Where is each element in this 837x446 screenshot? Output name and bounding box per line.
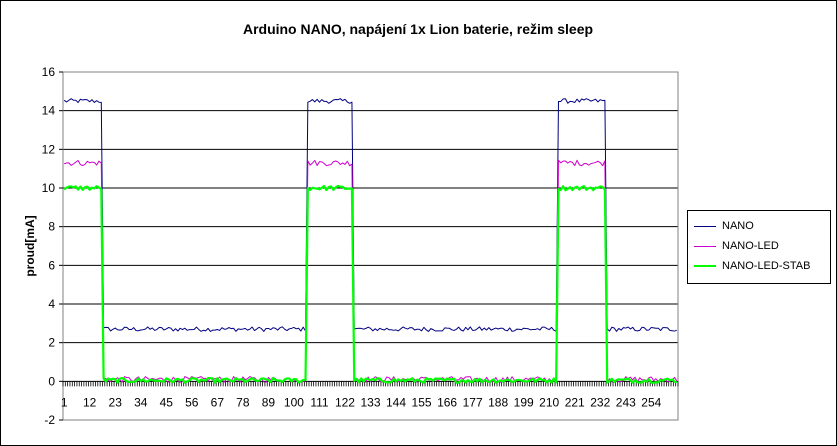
legend-label-nano-led-stab: NANO-LED-STAB (722, 260, 811, 272)
y-tick-label: 4 (48, 297, 55, 311)
x-tick-label: 12 (83, 395, 97, 409)
plot-area (62, 71, 679, 421)
legend-label-nano: NANO (722, 220, 754, 232)
y-tick-label: 8 (48, 220, 55, 234)
series-lines (63, 98, 678, 384)
legend-swatch-nano (694, 225, 716, 227)
y-axis-ticks: -2 0 2 4 6 8 10 12 14 16 (42, 65, 63, 427)
y-axis-label: proud[mA] (23, 215, 37, 276)
y-tick-label: 10 (42, 181, 56, 195)
y-tick-label: -2 (44, 413, 55, 427)
legend-item-nano-led: NANO-LED (694, 237, 779, 255)
y-tick-label: 12 (42, 142, 56, 156)
x-tick-label: 34 (134, 395, 148, 409)
legend-item-nano-led-stab: NANO-LED-STAB (694, 257, 810, 275)
x-tick-label: 100 (284, 395, 304, 409)
y-tick-label: 14 (42, 104, 56, 118)
x-tick-label: 188 (488, 395, 508, 409)
x-tick-label: 155 (412, 395, 432, 409)
x-tick-label: 122 (335, 395, 355, 409)
x-tick-label: 56 (185, 395, 199, 409)
y-tick-label: 2 (48, 336, 55, 350)
legend-item-nano: NANO (694, 217, 754, 235)
legend-swatch-nano-led-stab (694, 265, 716, 267)
series-line-nano-led-stab (63, 184, 678, 384)
legend-swatch-nano-led (694, 245, 716, 247)
x-tick-label: 232 (590, 395, 610, 409)
y-tick-label: 16 (42, 65, 56, 79)
series-line-nano (63, 98, 677, 332)
x-tick-label: 78 (236, 395, 250, 409)
series-line-nano-led (64, 159, 678, 383)
x-axis: 1 12 23 34 45 56 67 78 89 100 111 122 133 144 155 166 17… (61, 380, 679, 409)
x-tick-label: 1 (61, 395, 68, 409)
x-tick-label: 166 (437, 395, 457, 409)
legend: NANO NANO-LED NANO-LED-STAB (687, 210, 831, 284)
x-tick-label: 221 (565, 395, 585, 409)
x-tick-label: 89 (262, 395, 276, 409)
x-tick-label: 45 (160, 395, 174, 409)
x-tick-label: 23 (109, 395, 123, 409)
y-tick-label: 6 (48, 258, 55, 272)
x-tick-label: 133 (360, 395, 380, 409)
chart-title: Arduino NANO, napájení 1x Lion baterie, … (243, 21, 593, 37)
x-tick-label: 210 (539, 395, 559, 409)
legend-label-nano-led: NANO-LED (722, 240, 779, 252)
x-tick-label: 144 (386, 395, 406, 409)
y-tick-label: 0 (48, 374, 55, 388)
x-tick-label: 177 (463, 395, 483, 409)
x-tick-label: 111 (310, 395, 329, 409)
x-tick-label: 67 (211, 395, 225, 409)
x-tick-label: 243 (616, 395, 636, 409)
x-tick-label: 199 (514, 395, 534, 409)
x-tick-label: 254 (641, 395, 661, 409)
gridlines (63, 110, 678, 344)
